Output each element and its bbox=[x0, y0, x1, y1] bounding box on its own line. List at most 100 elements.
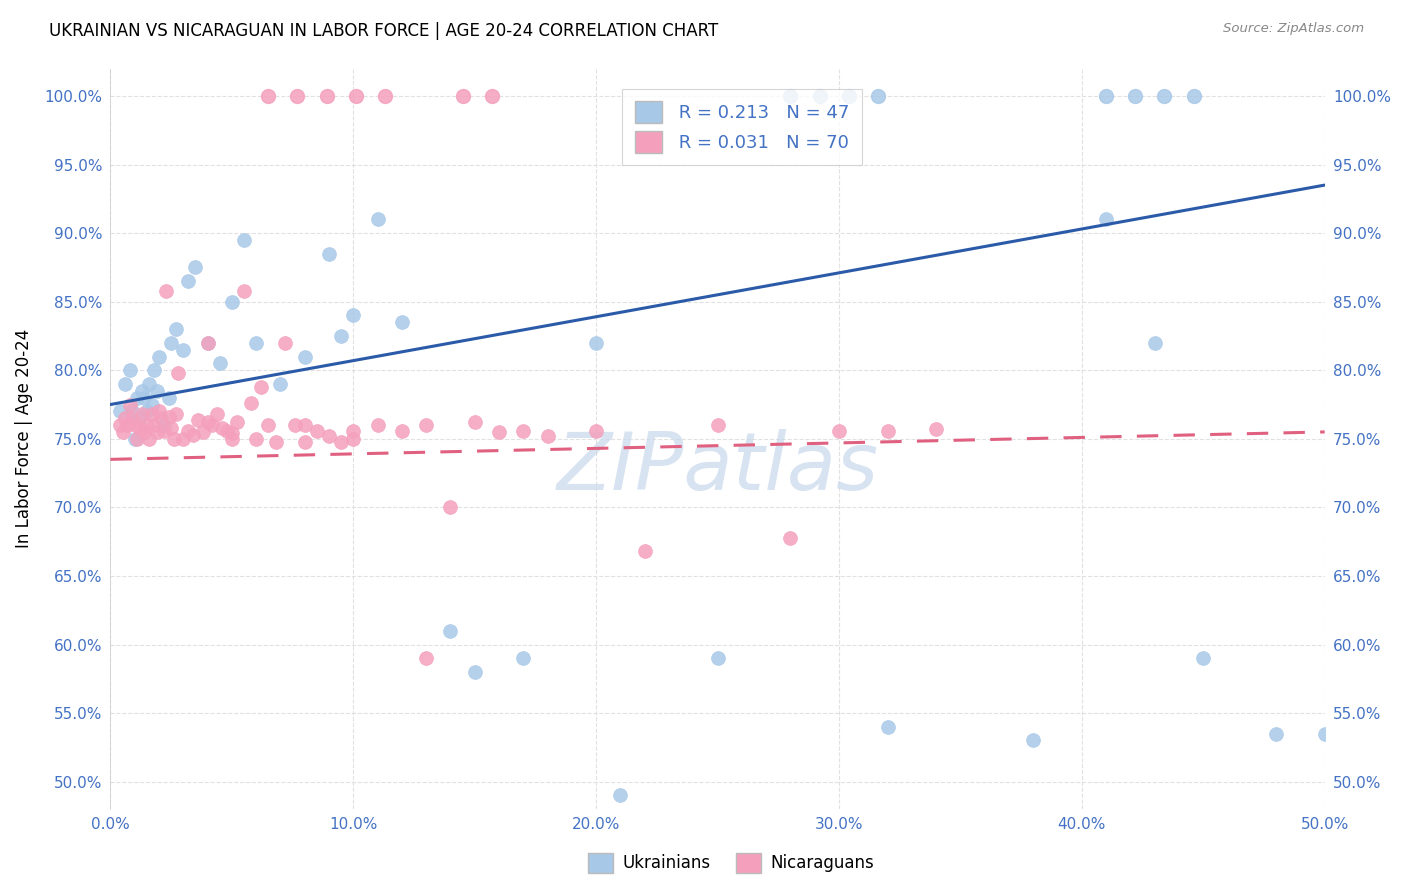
Point bbox=[127, 391, 149, 405]
Point bbox=[143, 418, 166, 433]
Point bbox=[330, 329, 353, 343]
Point bbox=[131, 407, 153, 421]
Point bbox=[779, 531, 801, 545]
Point bbox=[177, 424, 200, 438]
Point bbox=[197, 335, 219, 350]
Point bbox=[585, 335, 607, 350]
Text: ZIPatlas: ZIPatlas bbox=[557, 429, 879, 508]
Point bbox=[165, 322, 187, 336]
Point bbox=[165, 407, 187, 421]
Point bbox=[233, 233, 256, 247]
Point bbox=[172, 343, 194, 357]
Point bbox=[187, 412, 209, 426]
Point bbox=[153, 418, 176, 433]
Point bbox=[208, 356, 231, 370]
Point bbox=[201, 418, 224, 433]
Point bbox=[1153, 89, 1175, 103]
Point bbox=[706, 651, 728, 665]
Point bbox=[367, 418, 389, 433]
Point bbox=[257, 89, 280, 103]
Point bbox=[342, 309, 364, 323]
Point bbox=[108, 418, 131, 433]
Point bbox=[512, 424, 534, 438]
Point bbox=[344, 89, 367, 103]
Point bbox=[134, 391, 156, 405]
Point bbox=[481, 89, 503, 103]
Point bbox=[245, 335, 267, 350]
Point bbox=[118, 397, 141, 411]
Point bbox=[128, 421, 150, 435]
Point bbox=[1313, 726, 1336, 740]
Point bbox=[808, 89, 831, 103]
Point bbox=[342, 432, 364, 446]
Point bbox=[1265, 726, 1288, 740]
Point bbox=[464, 415, 486, 429]
Point bbox=[536, 429, 558, 443]
Point bbox=[318, 429, 340, 443]
Point bbox=[439, 624, 461, 638]
Point bbox=[160, 421, 183, 435]
Point bbox=[225, 415, 247, 429]
Point bbox=[215, 424, 238, 438]
Point bbox=[866, 89, 889, 103]
Point bbox=[1182, 89, 1205, 103]
Point bbox=[157, 409, 180, 424]
Point bbox=[250, 379, 273, 393]
Point bbox=[184, 260, 207, 275]
Point bbox=[131, 384, 153, 398]
Point bbox=[153, 424, 176, 438]
Point bbox=[221, 432, 243, 446]
Point bbox=[634, 544, 657, 558]
Point bbox=[121, 404, 143, 418]
Point bbox=[391, 315, 413, 329]
Point bbox=[162, 432, 184, 446]
Point bbox=[1123, 89, 1146, 103]
Point bbox=[221, 426, 243, 441]
Point bbox=[464, 665, 486, 679]
Point bbox=[118, 363, 141, 377]
Point bbox=[145, 384, 167, 398]
Point bbox=[415, 418, 437, 433]
Point bbox=[135, 404, 157, 418]
Point bbox=[415, 651, 437, 665]
Point bbox=[207, 407, 229, 421]
Point bbox=[1143, 335, 1166, 350]
Point bbox=[121, 411, 143, 425]
Point bbox=[838, 89, 860, 103]
Point bbox=[211, 421, 233, 435]
Point bbox=[374, 89, 396, 103]
Point bbox=[134, 425, 156, 439]
Point bbox=[779, 89, 801, 103]
Point bbox=[287, 89, 309, 103]
Point bbox=[342, 424, 364, 438]
Point bbox=[264, 434, 287, 449]
Point bbox=[114, 411, 136, 425]
Point bbox=[488, 425, 510, 439]
Point bbox=[233, 284, 256, 298]
Point bbox=[197, 335, 219, 350]
Point bbox=[828, 424, 851, 438]
Point bbox=[609, 789, 631, 803]
Point bbox=[439, 500, 461, 515]
Point bbox=[138, 376, 160, 391]
Text: Source: ZipAtlas.com: Source: ZipAtlas.com bbox=[1223, 22, 1364, 36]
Point bbox=[318, 246, 340, 260]
Point bbox=[294, 434, 316, 449]
Point bbox=[197, 415, 219, 429]
Point bbox=[172, 432, 194, 446]
Point bbox=[240, 396, 263, 410]
Point bbox=[1095, 89, 1118, 103]
Point bbox=[221, 294, 243, 309]
Point bbox=[1022, 733, 1045, 747]
Point bbox=[177, 274, 200, 288]
Point bbox=[124, 432, 146, 446]
Point bbox=[876, 720, 898, 734]
Point bbox=[135, 418, 157, 433]
Point bbox=[167, 366, 190, 380]
Point bbox=[191, 425, 214, 439]
Point bbox=[391, 424, 413, 438]
Point bbox=[257, 418, 280, 433]
Point bbox=[143, 363, 166, 377]
Point bbox=[294, 350, 316, 364]
Point bbox=[294, 418, 316, 433]
